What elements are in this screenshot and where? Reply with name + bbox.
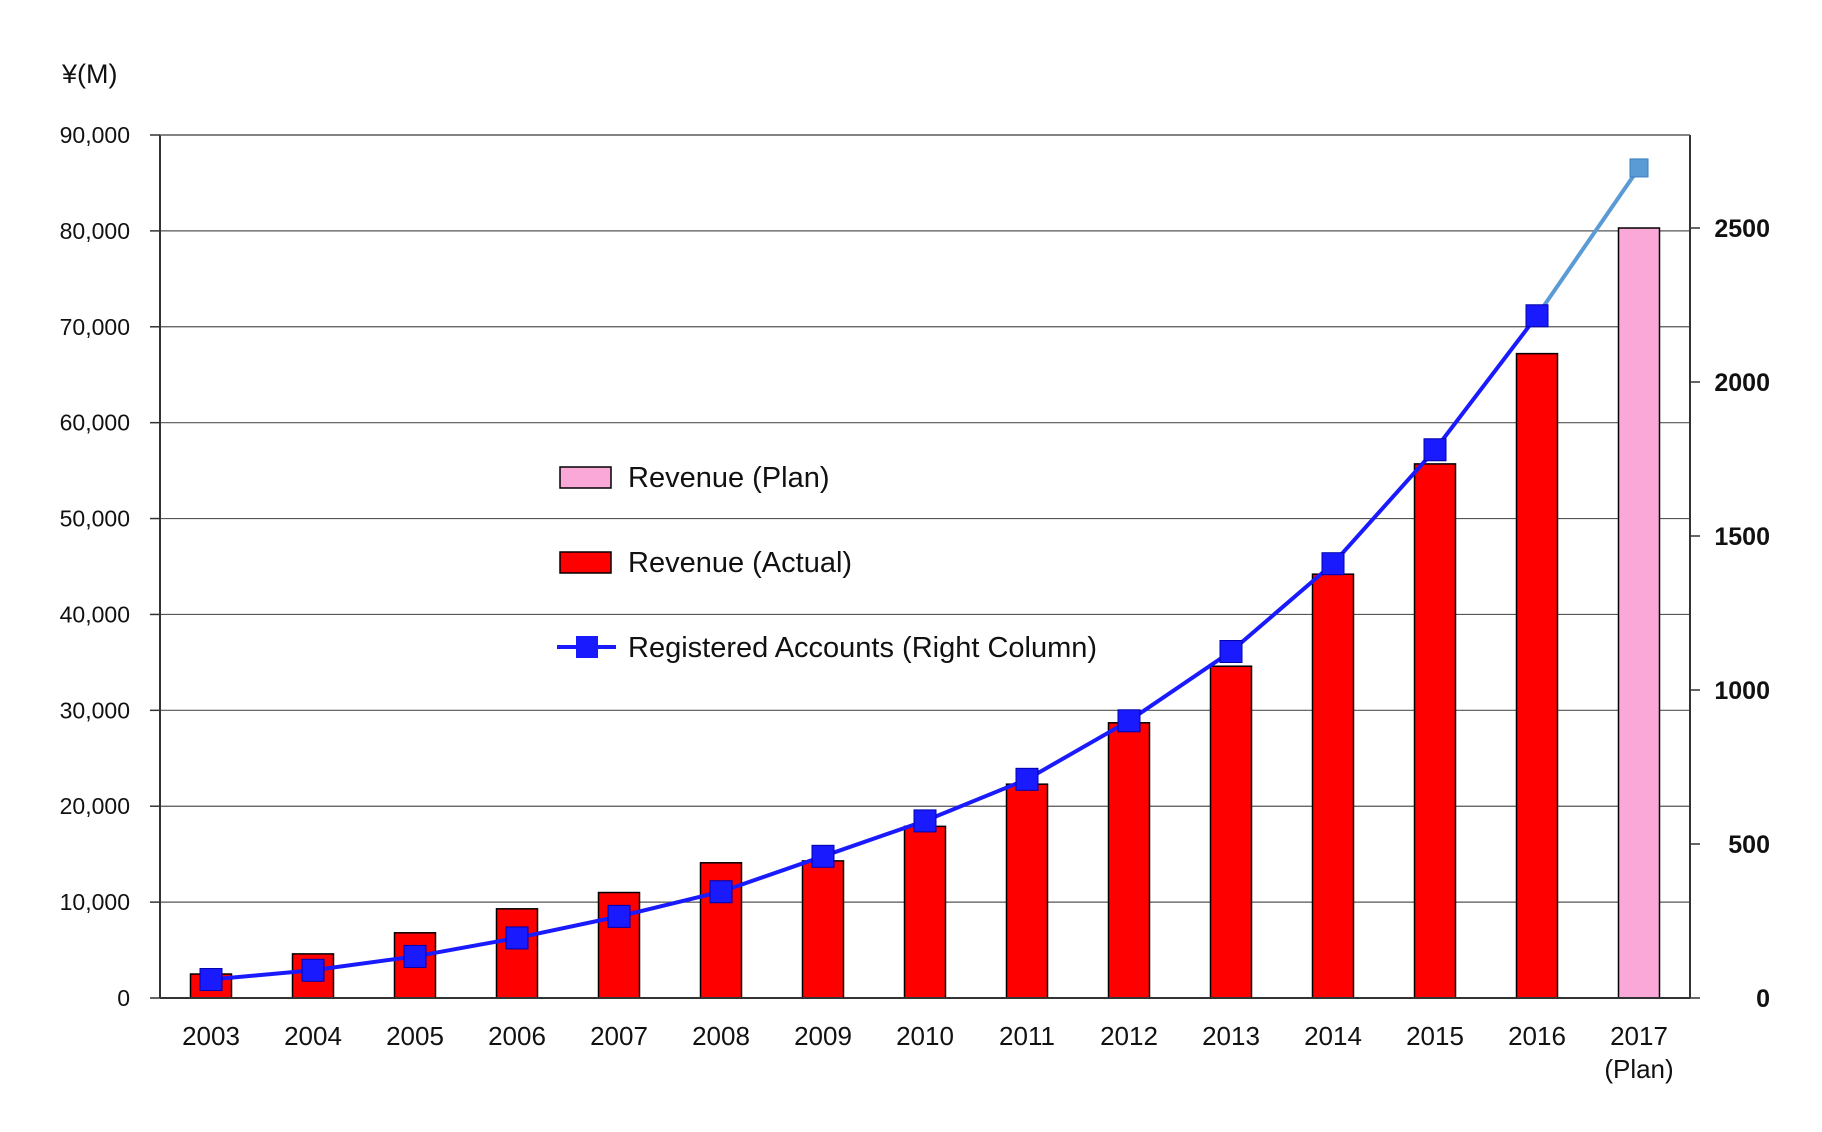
bar	[1413, 463, 1457, 999]
x-tick-label: 2008	[692, 1021, 750, 1051]
accounts-point	[301, 958, 325, 982]
accounts-point	[1423, 438, 1447, 462]
bar	[1209, 665, 1253, 999]
x-tick-label: 2013	[1202, 1021, 1260, 1051]
x-tick-label: 2004	[284, 1021, 342, 1051]
accounts-point	[505, 926, 529, 950]
x-tick-label: 2003	[182, 1021, 240, 1051]
left-tick-label: 30,000	[60, 697, 130, 723]
bar	[1311, 573, 1355, 999]
x-tick-label: 2012	[1100, 1021, 1158, 1051]
x-tick-label: 2007	[590, 1021, 648, 1051]
right-tick-label: 500	[1728, 831, 1770, 859]
accounts-point	[709, 880, 733, 904]
left-tick-label: 20,000	[60, 793, 130, 819]
left-tick-label: 60,000	[60, 410, 130, 436]
bar	[1515, 352, 1559, 999]
axes	[150, 134, 1700, 999]
legend-marker	[576, 636, 598, 658]
x-tick-label: 2016	[1508, 1021, 1566, 1051]
legend: Revenue (Plan) Revenue (Actual) Registered…	[557, 462, 1097, 664]
x-tick-label: 2014	[1304, 1021, 1362, 1051]
x-tick-label: (Plan)	[1604, 1054, 1673, 1084]
bar	[1617, 227, 1661, 999]
accounts-point	[913, 809, 937, 833]
tick-labels: 0 10,000 20,000 30,000 40,000 50,000 60,000 70,…	[60, 122, 1770, 1084]
x-tick-label: 2017	[1610, 1021, 1668, 1051]
x-tick-label: 2011	[999, 1021, 1055, 1051]
accounts-point	[1219, 640, 1243, 663]
legend-label: Revenue (Actual)	[628, 547, 852, 579]
x-tick-label: 2010	[896, 1021, 954, 1051]
accounts-point	[607, 904, 631, 928]
left-tick-label: 10,000	[60, 889, 130, 915]
accounts-line	[199, 158, 1649, 992]
left-tick-label: 0	[117, 985, 130, 1011]
gridlines	[160, 134, 1690, 903]
x-tick-label: 2006	[488, 1021, 546, 1051]
x-tick-label: 2015	[1406, 1021, 1464, 1051]
accounts-point	[811, 844, 835, 868]
accounts-point	[199, 968, 223, 992]
bar	[801, 860, 845, 999]
legend-swatch	[559, 551, 612, 574]
legend-label: Revenue (Plan)	[628, 462, 830, 494]
right-tick-label: 2500	[1714, 215, 1770, 243]
x-tick-label: 2005	[386, 1021, 444, 1051]
y-axis-unit-label: ¥(M)	[61, 59, 118, 89]
left-tick-label: 70,000	[60, 314, 130, 340]
right-tick-label: 1500	[1714, 523, 1770, 551]
accounts-point	[1629, 158, 1649, 178]
right-tick-label: 0	[1756, 985, 1770, 1013]
bar	[495, 908, 539, 999]
right-tick-label: 1000	[1714, 677, 1770, 705]
accounts-point	[1321, 552, 1345, 576]
left-tick-label: 80,000	[60, 218, 130, 244]
bars	[189, 227, 1661, 999]
accounts-line-actual	[210, 314, 1539, 982]
bar	[903, 825, 947, 999]
accounts-point	[1525, 304, 1549, 328]
legend-swatch	[559, 466, 612, 489]
bar	[1005, 783, 1049, 999]
right-tick-label: 2000	[1714, 369, 1770, 397]
accounts-point	[1117, 709, 1141, 733]
legend-label: Registered Accounts (Right Column)	[628, 632, 1097, 664]
accounts-point	[403, 944, 427, 968]
left-tick-label: 40,000	[60, 601, 130, 627]
left-tick-label: 50,000	[60, 506, 130, 532]
left-tick-label: 90,000	[60, 122, 130, 148]
accounts-point	[1015, 767, 1039, 791]
bar	[1107, 722, 1151, 999]
x-tick-label: 2009	[794, 1021, 852, 1051]
accounts-line-plan	[1535, 166, 1641, 317]
